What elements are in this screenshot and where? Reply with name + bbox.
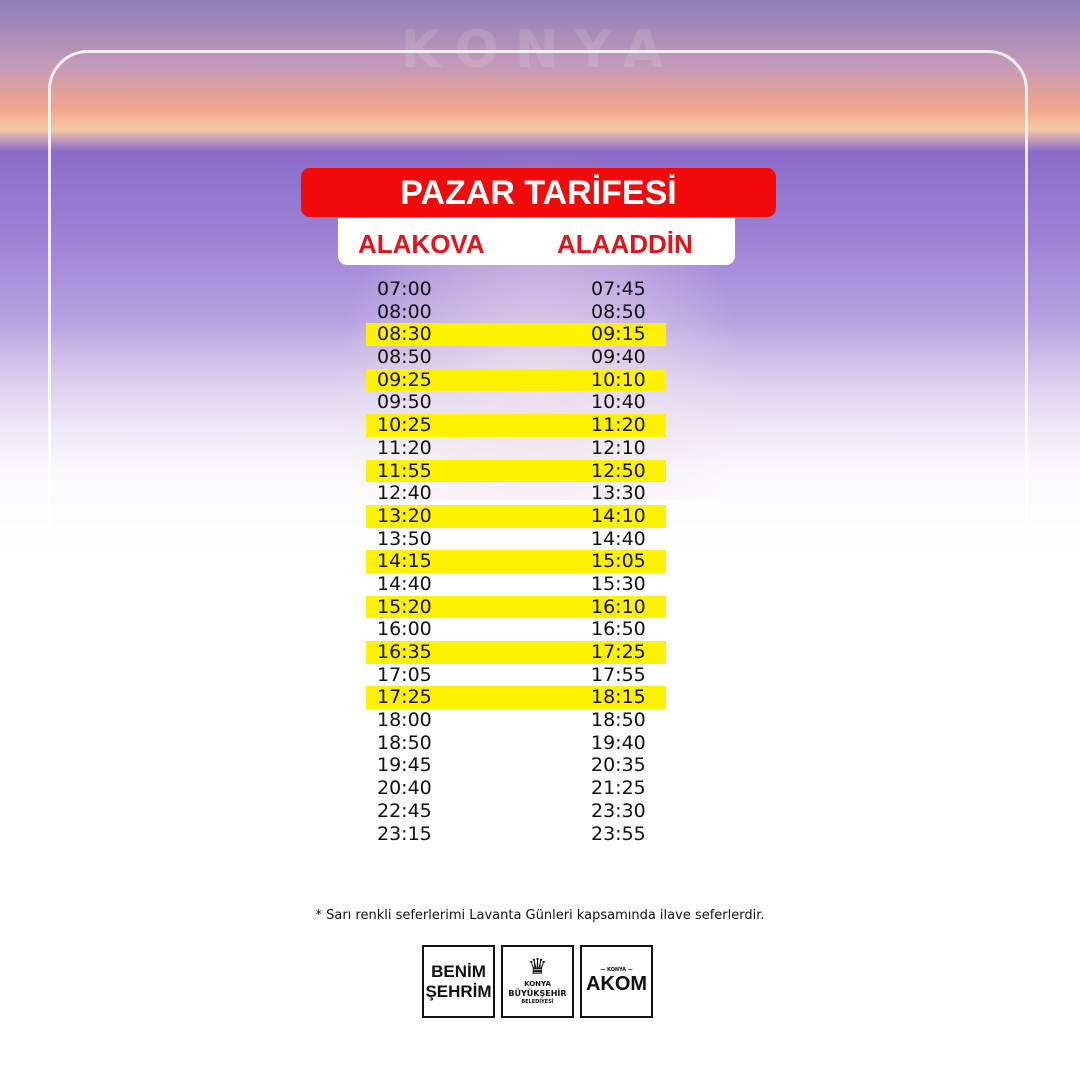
schedule-row: 19:45 20:35 [366, 754, 666, 777]
schedule-row: 22:45 23:30 [366, 800, 666, 823]
departure-alakova: 13:20 [377, 504, 432, 527]
departure-alaaddin: 07:45 [591, 278, 646, 300]
departure-alaaddin: 09:40 [591, 346, 646, 369]
schedule-row: 13:50 14:40 [366, 528, 666, 551]
departure-alaaddin: 12:50 [591, 459, 646, 482]
departure-alakova: 09:50 [377, 391, 432, 414]
departure-alakova: 20:40 [377, 777, 432, 800]
logo-text: BENİM [431, 961, 486, 981]
schedule-row-extra: 14:15 15:05 [366, 550, 666, 573]
schedule-row: 08:50 09:40 [366, 346, 666, 369]
departure-alakova: 08:50 [377, 346, 432, 369]
departure-alakova: 22:45 [377, 799, 432, 822]
schedule-row: 14:40 15:30 [366, 573, 666, 596]
departure-alakova: 16:35 [377, 641, 432, 663]
departure-alaaddin: 10:10 [591, 368, 646, 391]
schedule-row-extra: 08:30 09:15 [366, 323, 666, 347]
departure-alaaddin: 23:30 [591, 799, 646, 822]
konya-buyuksehir-logo: ♛ KONYA BÜYÜKŞEHİR BELEDİYESİ [501, 945, 574, 1018]
departure-alaaddin: 11:20 [591, 414, 646, 437]
departure-alaaddin: 13:30 [591, 482, 646, 505]
departure-alaaddin: 18:15 [591, 686, 646, 709]
seal-icon: ♛ [527, 955, 548, 980]
schedule-row: 23:15 23:55 [366, 823, 666, 846]
departure-alakova: 15:20 [377, 595, 432, 618]
schedule-row-extra: 10:25 11:20 [366, 414, 666, 437]
schedule-row: 17:05 17:55 [366, 664, 666, 687]
departure-alaaddin: 12:10 [591, 436, 646, 459]
schedule-row: 18:00 18:50 [366, 709, 666, 732]
column-header-alakova: ALAKOVA [358, 229, 485, 259]
departure-alakova: 11:20 [377, 436, 432, 459]
departure-alaaddin: 23:55 [591, 822, 646, 845]
column-headers: ALAKOVA ALAADDİN [338, 218, 735, 265]
schedule-row: 11:20 12:10 [366, 437, 666, 460]
departure-alaaddin: 14:10 [591, 504, 646, 527]
departure-alakova: 09:25 [377, 368, 432, 391]
departure-alakova: 18:50 [377, 731, 432, 754]
departure-alaaddin: 10:40 [591, 391, 646, 414]
departure-alaaddin: 08:50 [591, 300, 646, 323]
departure-alakova: 17:25 [377, 686, 432, 709]
schedule-row-extra: 15:20 16:10 [366, 595, 666, 619]
departure-alakova: 14:15 [377, 550, 432, 573]
schedule-row: 09:50 10:40 [366, 391, 666, 414]
departure-alaaddin: 16:10 [591, 595, 646, 618]
departure-alaaddin: 18:50 [591, 709, 646, 732]
schedule-table: 07:00 07:45 08:00 08:50 08:30 09:15 08:50 09:40… [366, 278, 666, 845]
departure-alakova: 14:40 [377, 572, 432, 595]
departure-alakova: 23:15 [377, 822, 432, 845]
schedule-row-extra: 11:55 12:50 [366, 459, 666, 483]
schedule-row-extra: 13:20 14:10 [366, 504, 666, 528]
departure-alaaddin: 21:25 [591, 777, 646, 800]
schedule-row: 07:00 07:45 [366, 278, 666, 301]
departure-alakova: 18:00 [377, 709, 432, 732]
departure-alaaddin: 15:05 [591, 550, 646, 573]
schedule-row: 18:50 19:40 [366, 732, 666, 755]
departure-alakova: 12:40 [377, 482, 432, 505]
departure-alakova: 08:30 [377, 323, 432, 346]
departure-alaaddin: 09:15 [591, 323, 646, 346]
departure-alaaddin: 19:40 [591, 731, 646, 754]
schedule-row: 12:40 13:30 [366, 482, 666, 505]
logo-strip: BENİM ŞEHRİM ♛ KONYA BÜYÜKŞEHİR BELEDİYE… [422, 945, 653, 1018]
departure-alaaddin: 14:40 [591, 527, 646, 550]
departure-alaaddin: 20:35 [591, 754, 646, 777]
schedule-row: 08:00 08:50 [366, 301, 666, 324]
logo-text: BELEDİYESİ [521, 999, 554, 1005]
logo-text: BÜYÜKŞEHİR [508, 989, 567, 998]
departure-alakova: 17:05 [377, 663, 432, 686]
benim-sehrim-logo: BENİM ŞEHRİM [422, 945, 495, 1018]
logo-text: KONYA [524, 980, 551, 988]
departure-alakova: 10:25 [377, 414, 432, 437]
logo-text: AKOM [585, 973, 648, 995]
logo-text: — KONYA — [600, 967, 633, 973]
schedule-row-extra: 16:35 17:25 [366, 641, 666, 664]
schedule-row-extra: 09:25 10:10 [366, 368, 666, 392]
footnote: * Sarı renkli seferlerimi Lavanta Günler… [315, 908, 765, 923]
departure-alakova: 16:00 [377, 618, 432, 641]
departure-alaaddin: 15:30 [591, 572, 646, 595]
departure-alaaddin: 17:25 [591, 641, 646, 663]
departure-alaaddin: 17:55 [591, 663, 646, 686]
schedule-row: 16:00 16:50 [366, 618, 666, 641]
akom-logo: — KONYA — AKOM [580, 945, 653, 1018]
page-title: PAZAR TARİFESİ [301, 168, 776, 217]
schedule-row: 20:40 21:25 [366, 777, 666, 800]
column-header-alaaddin: ALAADDİN [557, 229, 693, 259]
departure-alakova: 19:45 [377, 754, 432, 777]
schedule-row-extra: 17:25 18:15 [366, 686, 666, 710]
departure-alaaddin: 16:50 [591, 618, 646, 641]
departure-alakova: 07:00 [377, 278, 432, 300]
departure-alakova: 11:55 [377, 459, 432, 482]
logo-text: ŞEHRİM [425, 981, 492, 1001]
departure-alakova: 13:50 [377, 527, 432, 550]
departure-alakova: 08:00 [377, 300, 432, 323]
